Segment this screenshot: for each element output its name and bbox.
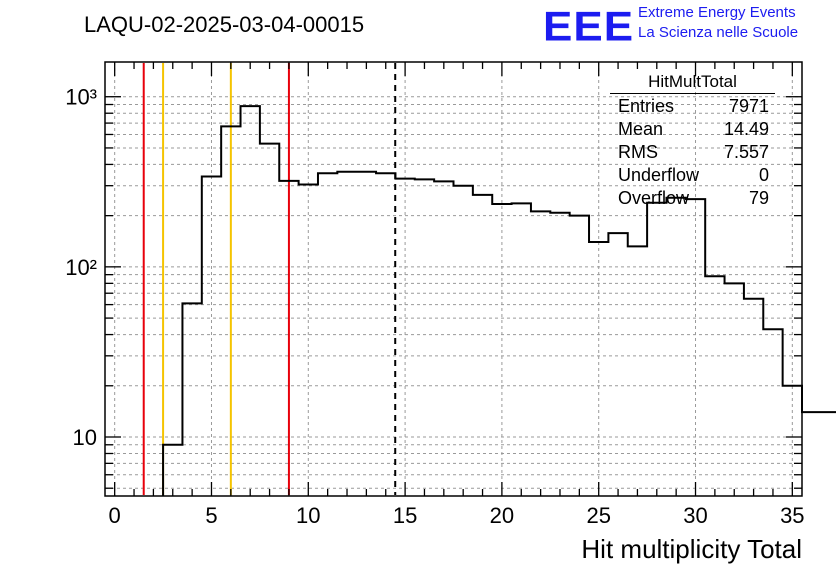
x-tick-label: 15 [393,503,417,528]
stats-row-rms: RMS 7.557 [610,141,775,164]
eee-logo: EEE [543,3,635,50]
x-tick-label: 25 [586,503,610,528]
x-tick-label: 10 [296,503,320,528]
plot-frame [104,61,803,497]
x-tick-label: 0 [109,503,121,528]
stats-label: Entries [618,96,675,116]
axis-ticks [105,62,802,496]
stats-box: HitMultTotal Entries 7971 Mean 14.49 RMS… [610,72,775,210]
logo-line-1: Extreme Energy Events [638,4,796,21]
x-tick-label: 5 [205,503,217,528]
stats-label: Mean [618,119,664,139]
stats-value: 14.49 [723,119,769,139]
logo-line-2: La Scienza nelle Scuole [638,24,799,41]
stats-row-underflow: Underflow 0 [610,164,775,187]
x-tick-label: 35 [780,503,804,528]
stats-value: 7971 [728,96,769,116]
stats-label: Underflow [618,165,700,185]
stats-value: 7.557 [723,142,769,162]
stats-row-entries: Entries 7971 [610,95,775,118]
x-axis-label: Hit multiplicity Total [581,534,802,564]
stats-label: Overflow [618,188,690,208]
histogram-series [162,105,836,496]
axis-tick-labels: 0 5 10 15 20 25 30 35 10 10² 10³ [65,85,804,528]
x-tick-label: 30 [683,503,707,528]
y-tick-label: 10 [73,425,97,450]
y-tick-label: 10³ [65,85,97,110]
grid-lines [105,62,802,496]
stats-row-mean: Mean 14.49 [610,118,775,141]
y-tick-label: 10² [65,255,97,280]
x-tick-label: 20 [490,503,514,528]
stats-row-overflow: Overflow 79 [610,187,775,210]
stats-title: HitMultTotal [610,72,775,94]
stats-label: RMS [618,142,658,162]
stats-value: 0 [758,165,769,185]
chart-title: LAQU-02-2025-03-04-00015 [84,12,365,37]
stats-value: 79 [748,188,769,208]
marker-lines [142,63,397,495]
